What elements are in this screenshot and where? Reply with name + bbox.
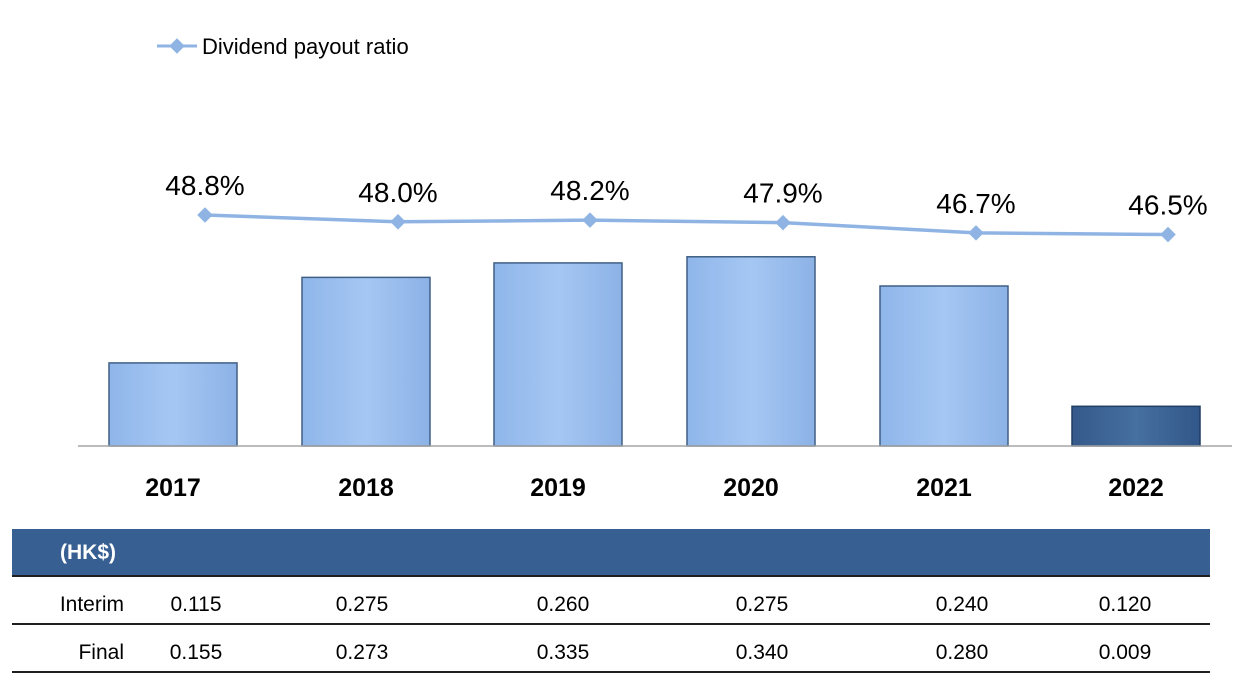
dividend-chart: Dividend payout ratio 48.8% 48.0% 48.2% 47.… xyxy=(78,34,1232,502)
year-label-2019: 2019 xyxy=(530,474,586,502)
bar-2021 xyxy=(879,285,1009,447)
payout-ratio-line xyxy=(204,213,1169,237)
bar-2022 xyxy=(1071,405,1201,447)
payout-ratio-series: 48.8% 48.0% 48.2% 47.9% 46.7% 46.5% xyxy=(165,170,1208,243)
bar-2019 xyxy=(493,262,623,447)
payout-ratio-point-2017 xyxy=(197,207,213,223)
payout-ratio-label-2021: 46.7% xyxy=(936,188,1015,219)
legend-marker-swatch xyxy=(169,38,185,54)
payout-ratio-point-2021 xyxy=(968,225,984,241)
table-cell: 0.120 xyxy=(1098,593,1152,616)
bar-2017 xyxy=(108,362,238,447)
table-cell: 0.275 xyxy=(335,593,389,616)
bar-2018 xyxy=(301,276,431,447)
payout-ratio-label-2020: 47.9% xyxy=(743,178,822,209)
dividend-table: (HK$) Interim 0.115 0.275 0.260 0.275 0.… xyxy=(12,529,1210,673)
table-cell: 0.275 xyxy=(735,593,789,616)
unit-label: (HK$) xyxy=(60,541,116,564)
payout-ratio-point-2020 xyxy=(775,214,791,231)
table-cell: 0.009 xyxy=(1098,641,1152,664)
table-cell: 0.340 xyxy=(735,641,789,664)
payout-ratio-point-2018 xyxy=(390,214,406,230)
table-row-interim: Interim 0.115 0.275 0.260 0.275 0.240 0.… xyxy=(12,577,1210,625)
table-cell: 0.273 xyxy=(335,641,389,664)
year-label-2022: 2022 xyxy=(1108,474,1164,502)
table-cell: 0.155 xyxy=(169,641,223,664)
legend-entry-payout-ratio: Dividend payout ratio xyxy=(202,34,409,59)
row-label: Final xyxy=(78,641,124,664)
bar-2020 xyxy=(686,256,816,447)
table-cell: 0.280 xyxy=(935,641,989,664)
table-header: (HK$) xyxy=(12,529,1210,577)
table-cell: 0.240 xyxy=(935,593,989,616)
year-label-2017: 2017 xyxy=(145,474,201,502)
year-label-2020: 2020 xyxy=(723,474,779,502)
payout-ratio-label-2017: 48.8% xyxy=(165,170,244,201)
payout-ratio-label-2019: 48.2% xyxy=(550,175,629,206)
x-axis-tick-labels: 2017 2018 2019 2020 2021 2022 xyxy=(145,474,1164,502)
table-row-final: Final 0.155 0.273 0.335 0.340 0.280 0.00… xyxy=(12,625,1210,673)
year-label-2018: 2018 xyxy=(338,474,394,502)
year-label-2021: 2021 xyxy=(916,474,972,502)
payout-ratio-label-2022: 46.5% xyxy=(1128,190,1207,221)
payout-ratio-point-2022 xyxy=(1160,226,1176,243)
legend: Dividend payout ratio xyxy=(157,34,409,59)
table-cell: 0.115 xyxy=(170,593,222,616)
table-cell: 0.260 xyxy=(536,593,590,616)
row-label: Interim xyxy=(59,593,124,616)
bar-series xyxy=(108,256,1201,447)
payout-ratio-point-2019 xyxy=(582,212,598,228)
payout-ratio-label-2018: 48.0% xyxy=(358,177,437,208)
table-cell: 0.335 xyxy=(536,641,590,664)
